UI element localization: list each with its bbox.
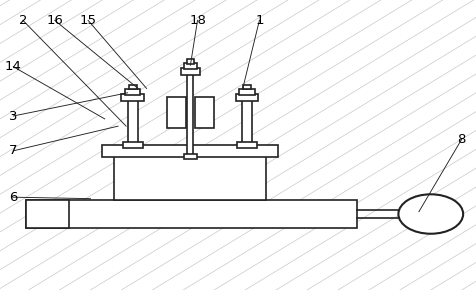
- Bar: [26, 200, 357, 228]
- Bar: [237, 142, 257, 148]
- Bar: [236, 94, 258, 101]
- Text: 16: 16: [46, 14, 63, 27]
- Bar: [167, 97, 186, 128]
- Bar: [187, 59, 194, 64]
- Text: 8: 8: [457, 133, 466, 146]
- Bar: [239, 89, 255, 95]
- Bar: [114, 155, 266, 200]
- Text: 18: 18: [189, 14, 206, 27]
- Bar: [121, 94, 144, 101]
- Bar: [184, 63, 197, 69]
- Bar: [123, 142, 143, 148]
- Bar: [129, 85, 137, 89]
- Text: 14: 14: [5, 60, 22, 73]
- Bar: [102, 145, 278, 157]
- Bar: [187, 72, 193, 157]
- Bar: [243, 85, 251, 89]
- Bar: [195, 97, 214, 128]
- Bar: [181, 68, 200, 75]
- Bar: [128, 99, 138, 145]
- Bar: [125, 89, 140, 95]
- Text: 15: 15: [79, 14, 97, 27]
- Bar: [184, 154, 197, 159]
- Text: 6: 6: [9, 191, 18, 204]
- Text: 2: 2: [19, 14, 27, 27]
- Bar: [242, 99, 252, 145]
- Text: 7: 7: [9, 144, 18, 157]
- Bar: [26, 200, 69, 228]
- Text: 1: 1: [255, 14, 264, 27]
- Text: 3: 3: [9, 110, 18, 122]
- Circle shape: [398, 194, 463, 234]
